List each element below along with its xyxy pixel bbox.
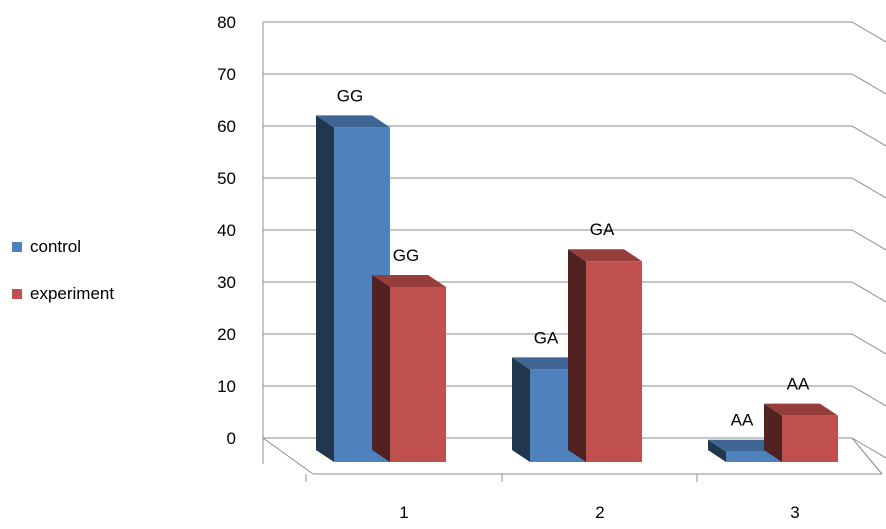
gridline-right-0 — [851, 437, 886, 459]
bar-side-control-1 — [316, 115, 334, 462]
bar-side-control-3 — [708, 439, 726, 462]
data-label: GA — [534, 328, 559, 347]
bar-side-experiment-3 — [764, 403, 782, 462]
y-tick-label: 0 — [227, 429, 236, 448]
x-axis-categories: 1 2 3 — [305, 474, 800, 522]
gridline-right-8 — [851, 21, 886, 43]
bars — [316, 115, 838, 462]
x-tick-label: 3 — [790, 503, 799, 522]
y-tick-label: 70 — [217, 65, 236, 84]
gridline-right-5 — [851, 177, 886, 199]
gridline-right-6 — [851, 125, 886, 147]
y-tick-label: 20 — [217, 325, 236, 344]
y-axis-ticks: 0 10 20 30 40 50 60 70 80 — [217, 13, 236, 448]
legend-swatch-experiment — [12, 289, 22, 299]
bar-experiment-3 — [782, 415, 838, 462]
data-labels: GG GA AA GG GA AA — [337, 86, 810, 429]
gridline-right-7 — [851, 73, 886, 95]
gridline-right-1 — [851, 385, 886, 407]
legend-swatch-control — [12, 242, 22, 252]
bar-top-control-2 — [512, 357, 586, 370]
floor-right-edge — [851, 437, 883, 475]
bar-top-control-3 — [708, 439, 782, 452]
bar-side-experiment-2 — [568, 249, 586, 462]
x-tick-label: 2 — [595, 503, 604, 522]
bar-experiment-1 — [390, 286, 446, 462]
bar-top-experiment-2 — [568, 249, 642, 262]
legend-label-experiment: experiment — [30, 284, 114, 303]
bar-top-experiment-3 — [764, 403, 838, 416]
data-label: AA — [787, 375, 810, 394]
gridline-right-3 — [851, 281, 886, 303]
bar-top-control-1 — [316, 115, 390, 128]
gridline-right-2 — [851, 333, 886, 355]
y-tick-label: 10 — [217, 377, 236, 396]
gridline-right-4 — [851, 229, 886, 251]
y-tick-label: 50 — [217, 169, 236, 188]
data-label: AA — [731, 411, 754, 430]
data-label: GA — [590, 220, 615, 239]
legend-label-control: control — [30, 237, 81, 256]
legend: control experiment — [12, 237, 114, 303]
x-tick-label: 1 — [399, 503, 408, 522]
y-tick-label: 40 — [217, 221, 236, 240]
y-tick-label: 60 — [217, 117, 236, 136]
bar-control-3 — [726, 451, 782, 462]
bar-side-experiment-1 — [372, 274, 390, 462]
bar-experiment-2 — [586, 261, 642, 462]
data-label: GG — [393, 246, 419, 265]
floor-left-edge — [262, 437, 314, 475]
bar-side-control-2 — [512, 357, 530, 462]
bar-top-experiment-1 — [372, 274, 446, 287]
data-label: GG — [337, 86, 363, 105]
y-tick-label: 30 — [217, 273, 236, 292]
axes — [262, 22, 883, 475]
y-tick-label: 80 — [217, 13, 236, 32]
